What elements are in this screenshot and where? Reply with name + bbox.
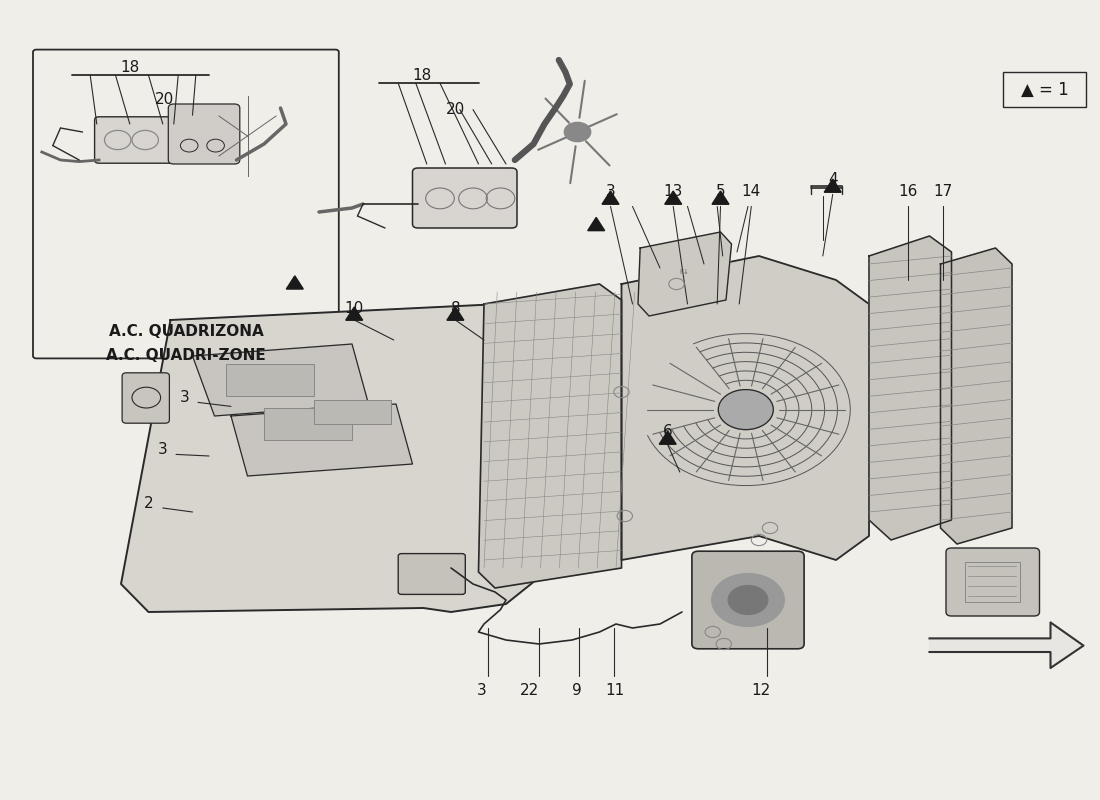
Polygon shape xyxy=(286,276,304,289)
Bar xyxy=(264,408,352,440)
Text: 2: 2 xyxy=(144,497,153,511)
Polygon shape xyxy=(940,248,1012,544)
Polygon shape xyxy=(231,404,412,476)
FancyBboxPatch shape xyxy=(692,551,804,649)
Text: 11: 11 xyxy=(605,683,625,698)
Bar xyxy=(965,562,1020,602)
Circle shape xyxy=(718,390,773,430)
Polygon shape xyxy=(602,191,619,204)
Text: A.C. QUADRI-ZONE: A.C. QUADRI-ZONE xyxy=(106,349,266,363)
Text: 13: 13 xyxy=(663,185,683,199)
Text: 14: 14 xyxy=(741,185,761,199)
Text: 18: 18 xyxy=(412,69,432,83)
FancyBboxPatch shape xyxy=(946,548,1040,616)
Text: 16: 16 xyxy=(898,185,917,199)
FancyBboxPatch shape xyxy=(398,554,465,594)
Text: 20: 20 xyxy=(155,93,175,107)
Text: 12: 12 xyxy=(751,683,771,698)
Polygon shape xyxy=(447,307,464,320)
Polygon shape xyxy=(638,232,732,316)
FancyBboxPatch shape xyxy=(95,117,175,163)
Text: 9: 9 xyxy=(572,683,581,698)
Text: 3: 3 xyxy=(477,683,486,698)
Text: 5: 5 xyxy=(716,185,725,199)
Text: 10: 10 xyxy=(344,302,364,316)
Text: F↓: F↓ xyxy=(680,269,689,274)
Polygon shape xyxy=(659,431,676,444)
FancyBboxPatch shape xyxy=(168,104,240,164)
Bar xyxy=(226,364,314,396)
FancyBboxPatch shape xyxy=(122,373,169,423)
Circle shape xyxy=(728,586,768,614)
FancyBboxPatch shape xyxy=(33,50,339,358)
FancyBboxPatch shape xyxy=(412,168,517,228)
Polygon shape xyxy=(621,256,869,560)
Text: 18: 18 xyxy=(120,61,140,75)
Circle shape xyxy=(712,574,784,626)
Text: 3: 3 xyxy=(158,442,167,457)
Text: 22: 22 xyxy=(519,683,539,698)
Polygon shape xyxy=(587,218,605,230)
Polygon shape xyxy=(824,179,842,192)
Polygon shape xyxy=(712,191,729,204)
Bar xyxy=(314,400,390,424)
Circle shape xyxy=(564,122,591,142)
Text: 6: 6 xyxy=(663,425,672,439)
Polygon shape xyxy=(192,344,368,416)
Text: 4: 4 xyxy=(828,173,837,187)
Polygon shape xyxy=(930,622,1084,668)
Polygon shape xyxy=(478,284,622,588)
Text: A.C. QUADRIZONA: A.C. QUADRIZONA xyxy=(109,324,263,338)
Polygon shape xyxy=(345,307,363,320)
Bar xyxy=(1003,72,1086,107)
Text: 20: 20 xyxy=(446,102,465,117)
Text: 17: 17 xyxy=(933,185,953,199)
Polygon shape xyxy=(121,304,561,612)
Text: ▲ = 1: ▲ = 1 xyxy=(1021,81,1069,98)
Text: 3: 3 xyxy=(180,390,189,405)
Polygon shape xyxy=(664,191,682,204)
Polygon shape xyxy=(869,236,952,540)
Text: 3: 3 xyxy=(606,185,615,199)
Text: 8: 8 xyxy=(451,302,460,316)
